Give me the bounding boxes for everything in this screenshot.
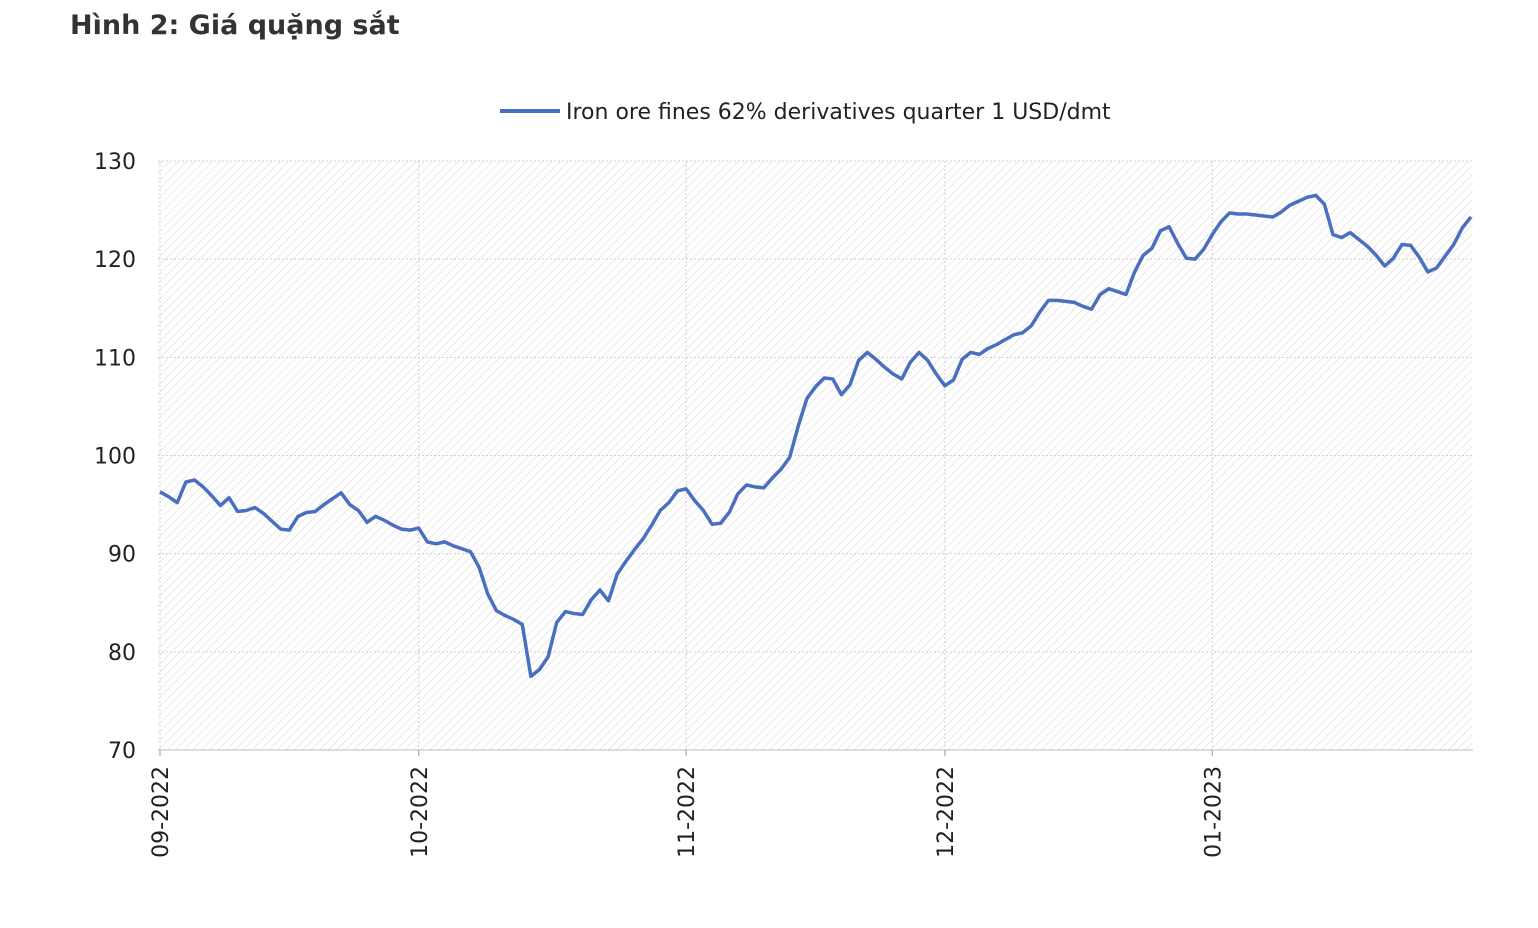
x-tick-label: 09-2022	[149, 766, 174, 858]
y-tick-label: 110	[94, 346, 136, 371]
x-tick-label: 12-2022	[934, 766, 959, 858]
legend-label: Iron ore fines 62% derivatives quarter 1…	[566, 100, 1111, 125]
series-line	[159, 193, 1473, 679]
x-tick-label: 11-2022	[675, 766, 700, 858]
y-tick-label: 120	[94, 248, 136, 273]
y-tick-label: 130	[94, 150, 136, 175]
y-tick-label: 80	[108, 641, 136, 666]
x-tick-label: 01-2023	[1201, 766, 1226, 858]
y-tick-label: 100	[94, 445, 136, 470]
chart-title: Hình 2: Giá quặng sắt	[70, 10, 400, 41]
y-tick-label: 70	[108, 739, 136, 764]
x-tick-label: 10-2022	[408, 766, 433, 858]
y-tick-label: 90	[108, 543, 136, 568]
